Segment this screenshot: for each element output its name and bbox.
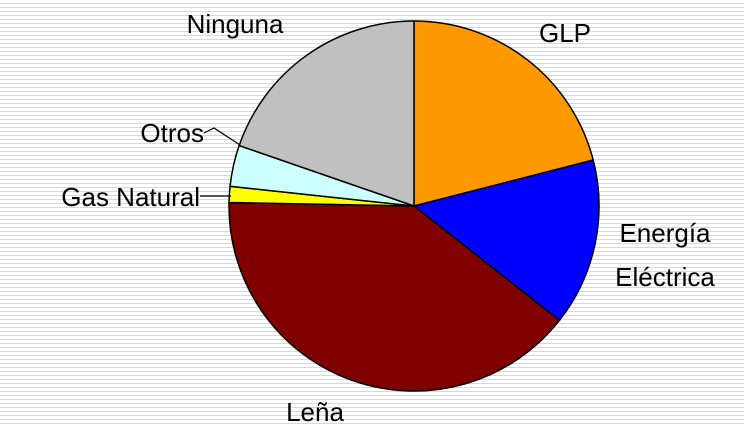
slice-label: Ninguna bbox=[186, 9, 284, 39]
leader-line bbox=[203, 127, 241, 146]
slice-label: GLP bbox=[538, 18, 592, 48]
slice-label: Otros bbox=[140, 118, 204, 148]
pie-slice bbox=[238, 20, 415, 208]
pie-slice bbox=[413, 20, 595, 207]
slice-label: Gas Natural bbox=[61, 182, 200, 212]
slice-label: Energía Eléctrica bbox=[615, 218, 715, 292]
pie-slice bbox=[228, 201, 561, 392]
slice-label: Leña bbox=[286, 397, 344, 427]
pie-slice bbox=[412, 159, 600, 322]
